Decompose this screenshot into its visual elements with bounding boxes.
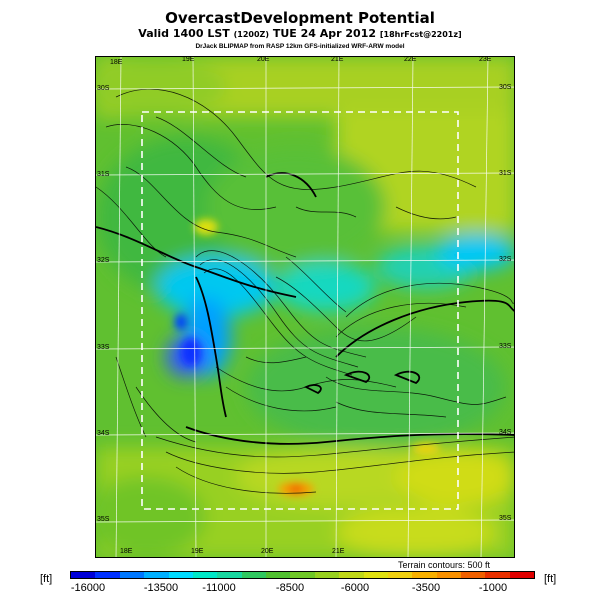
lon-label-top: 18E — [110, 59, 123, 66]
legend-tick-label: -16000 — [70, 582, 106, 594]
lon-label-top: 22E — [404, 56, 417, 63]
map-field — [96, 57, 514, 557]
lon-label-bottom: 18E — [120, 548, 133, 555]
lon-label-bottom: 21E — [332, 548, 345, 555]
lat-label-right: 32S — [499, 256, 512, 263]
legend-swatch — [192, 572, 218, 578]
valid-main: Valid 1400 LST — [138, 27, 230, 40]
lat-label-right: 35S — [499, 515, 512, 522]
legend-swatch — [119, 572, 145, 578]
lon-label-top: 21E — [331, 56, 344, 63]
legend-swatch — [363, 572, 388, 578]
chart-title: OvercastDevelopment Potential — [165, 9, 435, 27]
legend-tick-label: -3500 — [411, 582, 441, 594]
legend-swatch — [290, 572, 315, 578]
lat-label-left: 34S — [97, 430, 110, 437]
legend-swatch — [241, 572, 266, 578]
legend-swatch — [217, 572, 242, 578]
legend-unit-right: [ft] — [544, 573, 557, 585]
lat-label-right: 33S — [499, 343, 512, 350]
legend-unit-left: [ft] — [40, 573, 53, 585]
lat-label-right: 30S — [499, 84, 512, 91]
lat-label-left: 30S — [97, 85, 110, 92]
lon-label-top: 19E — [182, 56, 195, 63]
legend-tick-label: -6000 — [340, 582, 370, 594]
legend-swatch — [412, 572, 437, 578]
valid-code: (1200Z) — [233, 30, 269, 39]
legend-swatch — [144, 572, 169, 578]
legend-tick-label: -11000 — [202, 582, 236, 594]
legend-swatch — [461, 572, 486, 578]
legend-swatch — [314, 572, 340, 578]
valid-date: TUE 24 Apr 2012 — [272, 27, 377, 40]
lat-label-right: 31S — [499, 170, 512, 177]
forecast-map[interactable]: 18E 19E 20E 21E 22E 23E 18E 19E 20E 21E … — [95, 56, 515, 558]
legend-swatch — [339, 572, 364, 578]
lon-label-bottom: 20E — [261, 548, 274, 555]
lat-label-left: 31S — [97, 171, 110, 178]
terrain-contour-note: Terrain contours: 500 ft — [398, 560, 491, 570]
color-legend-bar — [70, 571, 535, 579]
lat-label-right: 34S — [499, 429, 512, 436]
lon-label-top: 23E — [479, 56, 492, 63]
lat-label-left: 33S — [97, 344, 110, 351]
legend-tick-label: -8500 — [275, 582, 305, 594]
legend-tick-label: -13500 — [143, 582, 179, 594]
lat-label-left: 35S — [97, 516, 110, 523]
legend-swatch — [71, 572, 96, 578]
legend-swatch — [485, 572, 510, 578]
legend-swatch — [436, 572, 461, 578]
legend-swatch — [266, 572, 291, 578]
legend-tick-label: -1000 — [478, 582, 508, 594]
lon-label-top: 20E — [257, 56, 270, 63]
valid-time: Valid 1400 LST (1200Z) TUE 24 Apr 2012 [… — [0, 27, 600, 40]
legend-swatch — [95, 572, 120, 578]
forecast-label: [18hrFcst@2201z] — [379, 30, 462, 39]
legend-swatch — [387, 572, 413, 578]
lon-label-bottom: 19E — [191, 548, 204, 555]
model-credit: DrJack BLIPMAP from RASP 12km GFS-initia… — [195, 43, 405, 50]
legend-swatch — [509, 572, 535, 578]
lat-label-left: 32S — [97, 257, 110, 264]
legend-swatch — [168, 572, 193, 578]
